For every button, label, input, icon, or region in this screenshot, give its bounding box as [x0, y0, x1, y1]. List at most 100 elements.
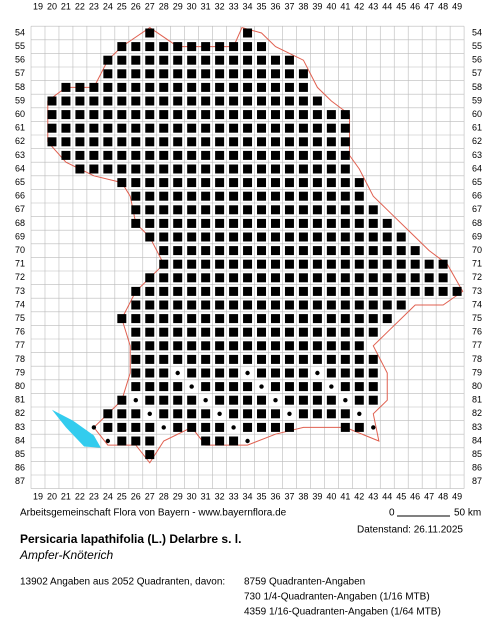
record-square: [173, 205, 183, 215]
record-square: [215, 300, 225, 310]
record-square: [187, 69, 197, 79]
column-label: 38: [298, 1, 308, 11]
row-label: 73: [15, 286, 25, 296]
record-square: [368, 246, 378, 256]
column-label: 41: [340, 491, 350, 501]
record-square: [312, 300, 322, 310]
row-label: 75: [15, 313, 25, 323]
record-square: [187, 55, 197, 65]
record-square: [201, 69, 211, 79]
record-square: [201, 137, 211, 147]
record-square: [75, 164, 85, 174]
record-square: [187, 273, 197, 283]
record-square: [145, 191, 155, 201]
record-square: [354, 286, 364, 296]
record-square: [215, 178, 225, 188]
record-square: [201, 123, 211, 133]
row-label: 63: [15, 150, 25, 160]
record-square: [284, 327, 294, 337]
row-label: 74: [15, 299, 25, 309]
column-label: 29: [173, 491, 183, 501]
record-dot: [371, 425, 376, 430]
record-square: [89, 150, 99, 160]
record-square: [103, 69, 113, 79]
record-square: [229, 286, 239, 296]
record-square: [159, 395, 169, 405]
record-square: [270, 137, 280, 147]
record-square: [312, 110, 322, 120]
record-square: [312, 96, 322, 106]
record-square: [103, 123, 113, 133]
column-label: 22: [75, 491, 85, 501]
record-square: [145, 368, 155, 378]
record-square: [368, 205, 378, 215]
record-square: [298, 232, 308, 242]
record-square: [145, 314, 155, 324]
record-square: [284, 368, 294, 378]
record-square: [312, 246, 322, 256]
record-square: [215, 69, 225, 79]
record-square: [187, 191, 197, 201]
record-square: [257, 395, 267, 405]
record-square: [438, 286, 448, 296]
record-square: [61, 123, 71, 133]
record-square: [354, 368, 364, 378]
record-square: [201, 341, 211, 351]
record-square: [257, 368, 267, 378]
column-label: 46: [410, 1, 420, 11]
record-square: [131, 178, 141, 188]
row-label: 76: [15, 327, 25, 337]
record-square: [229, 164, 239, 174]
column-label: 30: [187, 1, 197, 11]
record-square: [243, 69, 253, 79]
record-square: [312, 341, 322, 351]
record-square: [354, 300, 364, 310]
record-square: [145, 123, 155, 133]
record-square: [215, 368, 225, 378]
record-square: [131, 69, 141, 79]
record-square: [187, 150, 197, 160]
row-label: 54: [472, 27, 482, 37]
record-square: [103, 110, 113, 120]
record-square: [75, 123, 85, 133]
record-square: [312, 123, 322, 133]
row-label: 62: [472, 136, 482, 146]
record-square: [257, 300, 267, 310]
record-square: [284, 123, 294, 133]
record-square: [229, 436, 239, 446]
record-square: [312, 314, 322, 324]
record-square: [396, 259, 406, 269]
record-square: [354, 354, 364, 364]
record-dot: [245, 438, 250, 444]
record-square: [382, 273, 392, 283]
record-square: [173, 259, 183, 269]
record-square: [326, 300, 336, 310]
column-label: 29: [173, 1, 183, 11]
column-label: 43: [368, 1, 378, 11]
record-square: [298, 69, 308, 79]
record-square: [229, 110, 239, 120]
record-square: [243, 178, 253, 188]
record-square: [312, 409, 322, 419]
record-dot: [357, 411, 362, 416]
record-square: [243, 286, 253, 296]
row-label: 80: [15, 381, 25, 391]
record-dot: [91, 425, 97, 430]
record-square: [298, 314, 308, 324]
record-square: [173, 110, 183, 120]
record-dot: [329, 384, 334, 389]
record-square: [229, 273, 239, 283]
record-square: [47, 110, 57, 120]
record-square: [159, 409, 169, 419]
record-square: [257, 150, 267, 160]
column-label: 35: [257, 1, 267, 11]
record-square: [47, 137, 57, 147]
record-square: [270, 205, 280, 215]
record-square: [340, 314, 350, 324]
record-square: [215, 110, 225, 120]
record-square: [229, 395, 239, 405]
record-square: [340, 164, 350, 174]
record-square: [229, 218, 239, 228]
record-square: [159, 178, 169, 188]
record-square: [159, 123, 169, 133]
